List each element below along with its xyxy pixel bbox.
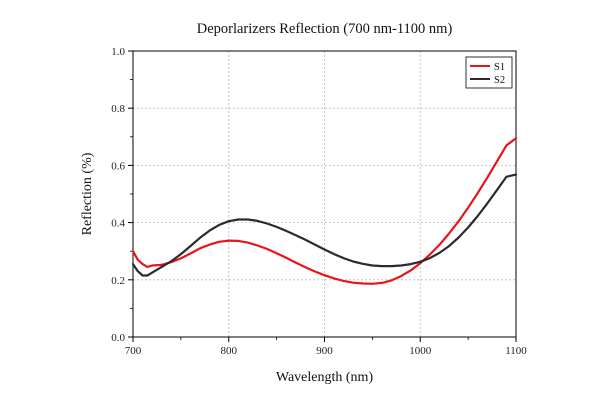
x-tick-label: 1100	[505, 345, 527, 357]
plot-frame	[132, 50, 517, 338]
y-tick-label: 0.2	[111, 275, 125, 287]
x-tick-label: 700	[125, 345, 142, 357]
series-lines	[131, 137, 518, 285]
x-tick-label: 1000	[409, 345, 432, 357]
x-axis-title: Wavelength (nm)	[276, 370, 374, 385]
y-tick-label: 1.0	[111, 46, 125, 58]
series-line-s2	[131, 173, 518, 277]
x-tick-label: 800	[221, 345, 238, 357]
axis-ticks: 700 800 900 1000 1100 0.0 0.2 0.4 0.6 0.8 1.0	[111, 46, 527, 357]
legend-label: S2	[494, 75, 505, 86]
legend-box	[465, 56, 513, 89]
grid	[133, 51, 516, 337]
x-tick-label: 900	[316, 345, 333, 357]
series-line-s1	[131, 137, 518, 285]
y-tick-label: 0.0	[111, 332, 125, 344]
chart-title: Deporlarizers Reflection (700 nm-1100 nm…	[197, 21, 453, 37]
y-axis-title: Reflection (%)	[80, 152, 95, 235]
y-tick-label: 0.8	[111, 103, 125, 115]
y-tick-label: 0.4	[111, 218, 125, 230]
legend-label: S1	[494, 62, 505, 73]
y-tick-label: 0.6	[111, 160, 125, 172]
